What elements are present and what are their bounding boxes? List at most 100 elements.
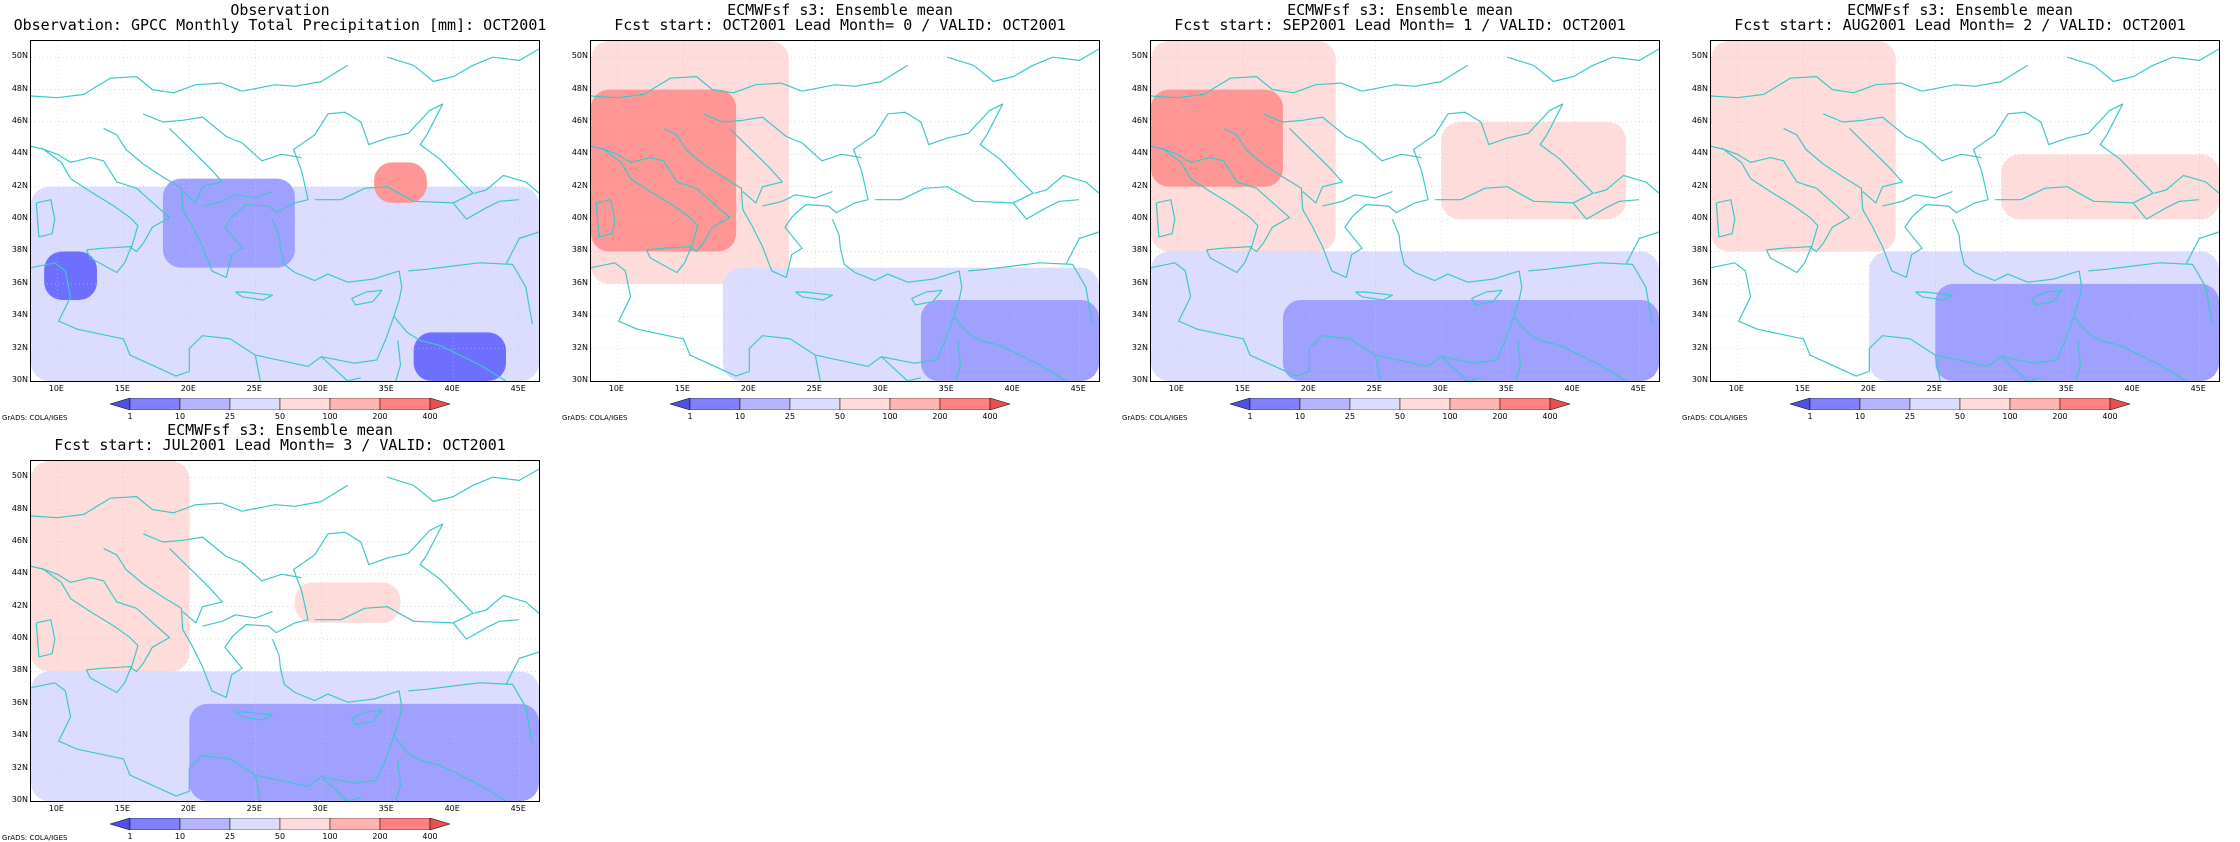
lat-tick-label: 48N: [1691, 83, 1708, 93]
colorbar-swatch: [279, 818, 331, 830]
lat-tick-label: 50N: [11, 51, 28, 61]
lat-tick-label: 48N: [11, 83, 28, 93]
precip-region-dry1: [1441, 121, 1627, 220]
lon-tick-label: 20E: [1860, 384, 1876, 393]
lat-tick-label: 30N: [1691, 375, 1708, 384]
coastline: [202, 191, 273, 207]
coastline: [1572, 199, 1640, 220]
colorbar-label: 1: [687, 412, 693, 421]
colorbar-label: 25: [784, 412, 796, 421]
lat-tick-label: 40N: [1131, 213, 1148, 223]
colorbar-label: 10: [1294, 412, 1306, 421]
lon-tick-label: 20E: [180, 384, 196, 393]
lon-tick-label: 25E: [246, 804, 262, 813]
colorbar: [670, 398, 1010, 410]
lat-tick-label: 44N: [1131, 148, 1148, 158]
precip-region-dry1: [31, 461, 190, 672]
lat-tick-label: 34N: [11, 310, 28, 320]
lat-tick-label: 44N: [11, 568, 28, 578]
coastline: [1915, 291, 1954, 301]
coastline: [955, 340, 962, 381]
lat-tick-label: 46N: [11, 535, 28, 545]
colorbar-swatch: [129, 818, 181, 830]
colorbar-swatch: [229, 398, 281, 410]
colorbar-swatch: [429, 398, 450, 410]
colorbar-swatch: [1909, 398, 1961, 410]
lat-tick-label: 50N: [1131, 51, 1148, 61]
lon-tick-label: 10E: [48, 804, 64, 813]
colorbar-swatch: [1249, 398, 1301, 410]
precip-region-wet2: [189, 703, 539, 801]
grads-credit: GrADS: COLA/IGES: [562, 414, 628, 422]
coastline: [35, 199, 56, 238]
grads-credit: GrADS: COLA/IGES: [1682, 414, 1748, 422]
lat-tick-label: 42N: [1131, 180, 1148, 190]
lat-tick-label: 46N: [571, 115, 588, 125]
precipitation-map: [1710, 40, 2220, 382]
precipitation-map: [30, 40, 540, 382]
lat-tick-label: 40N: [1691, 213, 1708, 223]
lat-tick-label: 32N: [1131, 342, 1148, 352]
coastline: [2088, 262, 2213, 325]
colorbar-label: 200: [932, 412, 948, 421]
coastline: [142, 113, 302, 162]
lon-tick-label: 20E: [740, 384, 756, 393]
coastline: [947, 48, 1099, 83]
colorbar-swatch: [129, 398, 181, 410]
colorbar-swatch: [839, 398, 891, 410]
colorbar-swatch: [2009, 398, 2061, 410]
lon-tick-label: 25E: [806, 384, 822, 393]
coastline: [408, 262, 533, 325]
colorbar-swatch: [989, 398, 1010, 410]
colorbar-swatch: [2059, 398, 2111, 410]
coastline: [85, 666, 132, 694]
lat-tick-label: 30N: [1131, 375, 1148, 384]
coastline: [1783, 103, 2154, 278]
lat-tick-label: 36N: [571, 277, 588, 287]
coastline: [1262, 113, 1422, 162]
coastline: [235, 291, 274, 301]
coastline: [393, 735, 507, 801]
lon-tick-label: 25E: [1366, 384, 1382, 393]
coastline: [1374, 354, 1381, 381]
lon-tick-label: 35E: [1498, 384, 1514, 393]
coastline: [1822, 113, 1982, 162]
lat-tick-label: 34N: [11, 730, 28, 740]
coastline: [1065, 231, 1099, 265]
colorbar-swatch: [1399, 398, 1451, 410]
coastline: [169, 127, 223, 204]
coastline: [595, 199, 616, 238]
panel-subtitle: Observation: GPCC Monthly Total Precipit…: [13, 16, 547, 34]
coastline: [1513, 315, 1627, 381]
coastline: [395, 760, 402, 801]
precip-region-wet1: [31, 186, 539, 381]
panel-observation: Observation Observation: GPCC Monthly To…: [0, 0, 560, 423]
coastline: [452, 619, 520, 640]
colorbar-swatch: [739, 398, 791, 410]
panel-title: ECMWFsf s3: Ensemble mean: [167, 421, 393, 439]
coastline: [31, 145, 171, 253]
coastline: [31, 638, 403, 797]
lon-tick-label: 40E: [1564, 384, 1580, 393]
coastline: [254, 354, 261, 381]
lon-tick-label: 40E: [2124, 384, 2140, 393]
coastline: [103, 103, 474, 278]
coastline: [474, 594, 539, 614]
coastline: [2185, 231, 2219, 265]
coastline: [1515, 340, 1522, 381]
precip-region-wet3: [44, 251, 97, 301]
colorbar-swatch: [110, 818, 131, 830]
coastline: [2132, 199, 2200, 220]
colorbar-swatch: [379, 818, 431, 830]
lat-tick-label: 32N: [11, 762, 28, 772]
lat-tick-label: 46N: [1131, 115, 1148, 125]
coastline: [393, 315, 507, 381]
colorbar-swatch: [1449, 398, 1501, 410]
colorbar-label: 25: [1344, 412, 1356, 421]
colorbar-label: 50: [274, 832, 286, 841]
colorbar-swatch: [179, 398, 231, 410]
coastline: [795, 291, 834, 301]
colorbar-label: 1: [127, 832, 133, 841]
coastline: [235, 711, 274, 721]
coastline: [254, 774, 261, 801]
